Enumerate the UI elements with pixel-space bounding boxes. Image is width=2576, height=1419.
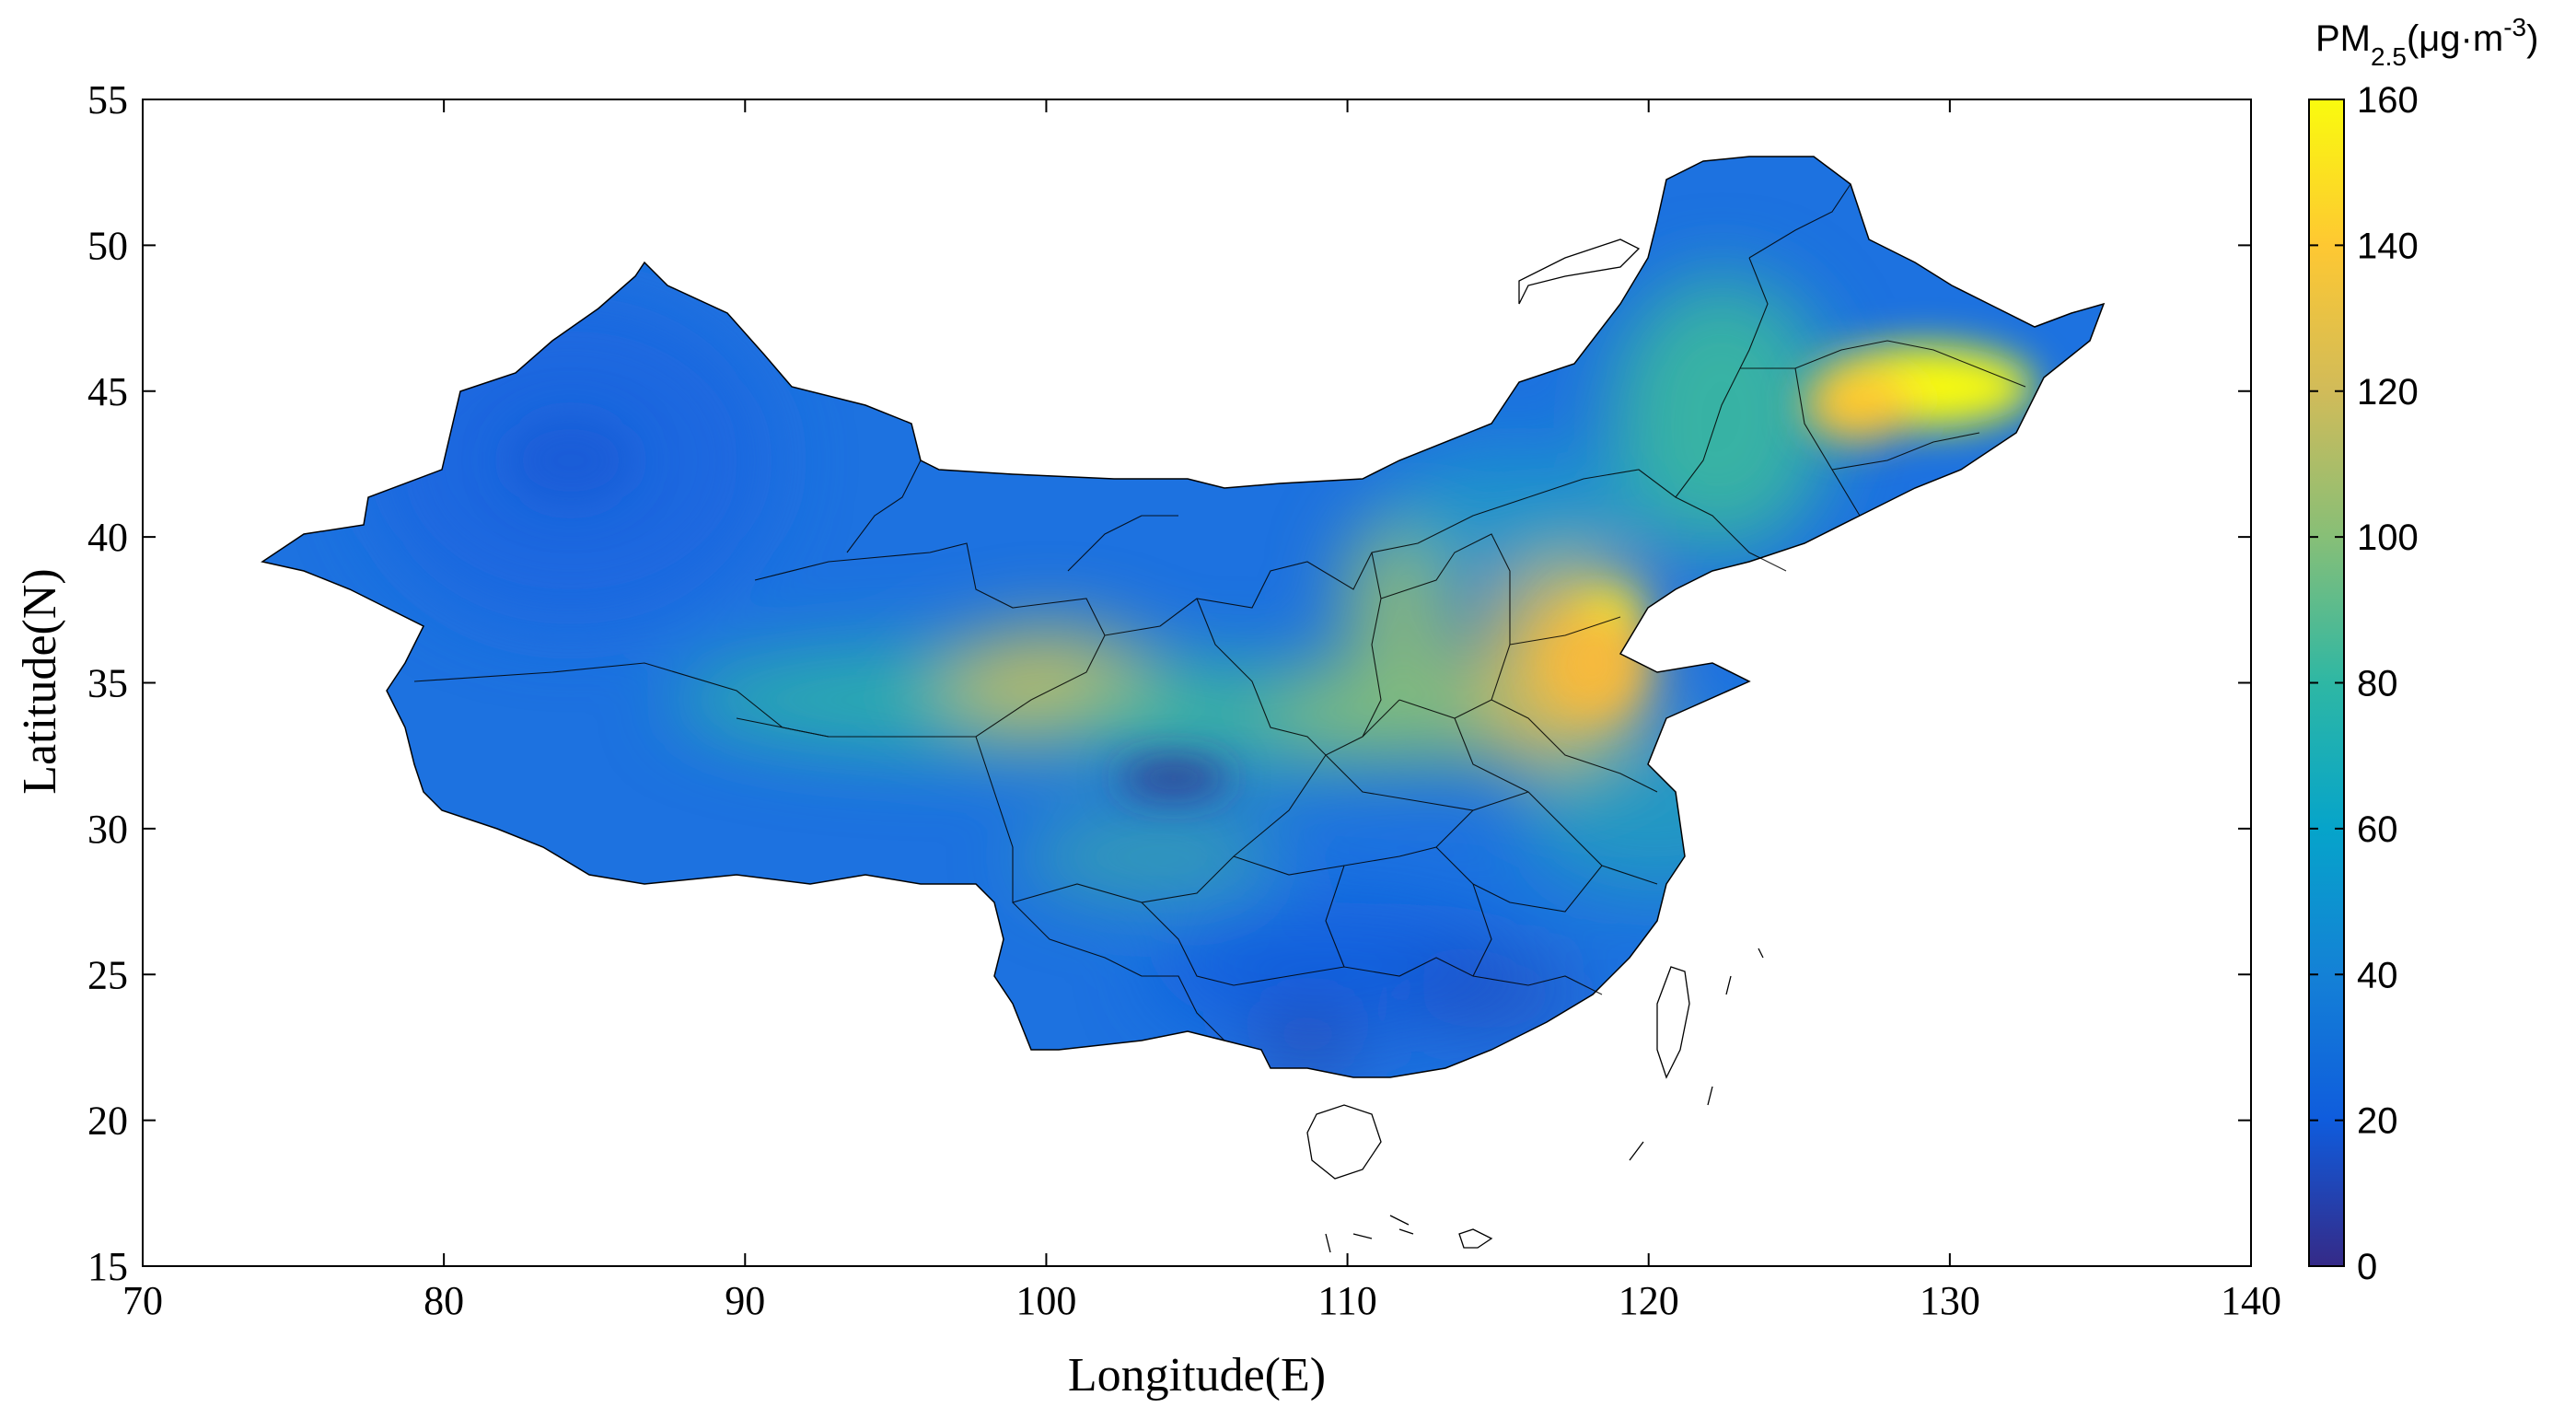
taiwan-island	[1656, 966, 1690, 1079]
x-tick-label: 100	[1015, 1278, 1076, 1323]
x-tick-label: 130	[1920, 1278, 1980, 1323]
province-borders	[413, 183, 2026, 1041]
y-tick-label: 55	[87, 77, 128, 122]
x-tick-label: 80	[424, 1278, 464, 1323]
colorbar-tick-label: 140	[2357, 226, 2419, 266]
x-tick-label: 90	[725, 1278, 765, 1323]
x-axis-title: Longitude(E)	[1068, 1349, 1326, 1402]
x-tick-label: 110	[1317, 1278, 1376, 1323]
mongolia-border	[1518, 238, 1641, 305]
y-tick-label: 50	[87, 223, 128, 268]
y-tick-label: 30	[87, 807, 128, 852]
x-tick-label: 120	[1619, 1278, 1679, 1323]
colorbar-tick-label: 20	[2357, 1101, 2398, 1142]
colorbar-tick-label: 120	[2357, 372, 2419, 413]
y-tick-label: 25	[87, 952, 128, 997]
x-tick-label: 140	[2221, 1278, 2281, 1323]
y-tick-label: 20	[87, 1099, 128, 1144]
colorbar-tick-label: 160	[2357, 80, 2419, 121]
y-axis-ticks: 15 20 25 30 35 40 45 50 55	[87, 77, 2251, 1289]
colorbar-tick-label: 100	[2357, 518, 2419, 558]
y-tick-label: 15	[87, 1244, 128, 1289]
x-axis-ticks: 70 80 90 100 110 120 130 140	[122, 99, 2281, 1323]
y-tick-label: 45	[87, 369, 128, 414]
colorbar-tick-label: 80	[2357, 664, 2398, 704]
colorbar-tick-label: 60	[2357, 809, 2398, 850]
hainan-island	[1306, 1104, 1382, 1180]
y-tick-label: 35	[87, 661, 128, 706]
y-axis-title: Latitude(N)	[14, 568, 66, 794]
colorbar-title: PM2.5(μg·m-3)	[2315, 13, 2538, 71]
colorbar-tick-label: 0	[2357, 1247, 2377, 1287]
china-border	[261, 156, 2106, 1078]
colorbar-tick-label: 40	[2357, 955, 2398, 995]
y-tick-label: 40	[87, 515, 128, 560]
south-sea-islands	[1325, 948, 1764, 1253]
x-tick-label: 70	[122, 1278, 163, 1323]
colorbar-ticks: 0 20 40 60 80 100 120 140 160	[2309, 80, 2419, 1287]
